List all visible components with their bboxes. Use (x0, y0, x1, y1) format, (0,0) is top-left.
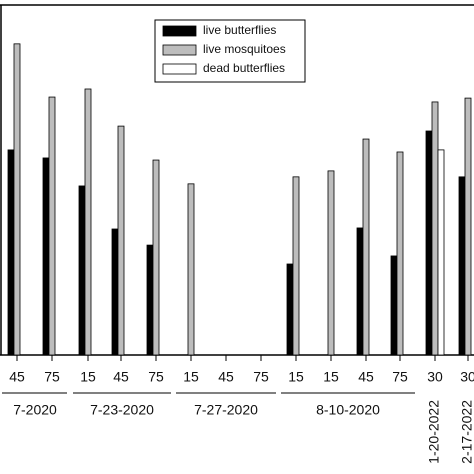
bar (292, 176, 300, 356)
x-tick-label: 45 (358, 369, 374, 385)
bar (42, 157, 50, 356)
x-tick-label: 30 (427, 369, 443, 385)
bar (111, 228, 119, 356)
bar (356, 227, 364, 356)
group-label: 7-2020 (13, 402, 57, 418)
bar (7, 149, 15, 356)
legend-label: dead butterflies (203, 61, 285, 75)
x-tick-label: 75 (44, 369, 60, 385)
group-label: 7-23-2020 (90, 402, 154, 418)
group-label: 8-10-2020 (316, 402, 380, 418)
bar (396, 151, 404, 356)
bar (152, 159, 160, 356)
bar (286, 263, 294, 356)
bar (117, 125, 125, 356)
bar (48, 96, 56, 356)
x-tick-label: 75 (392, 369, 408, 385)
x-tick-label: 75 (148, 369, 164, 385)
x-tick-label: 45 (218, 369, 234, 385)
bar (78, 185, 86, 356)
bar (390, 255, 398, 356)
bar (362, 138, 370, 356)
legend-swatch (162, 44, 197, 56)
x-tick-label: 45 (113, 369, 129, 385)
legend-swatch (162, 25, 197, 37)
legend-swatch (162, 63, 197, 75)
x-tick-label: 15 (80, 369, 96, 385)
bar (146, 244, 154, 356)
bar (431, 101, 439, 356)
bar (187, 183, 195, 356)
bar (13, 43, 21, 356)
bar (425, 130, 433, 356)
x-tick-label: 15 (323, 369, 339, 385)
bar (464, 97, 472, 356)
x-tick-label: 15 (288, 369, 304, 385)
x-tick-label: 15 (183, 369, 199, 385)
legend-label: live mosquitoes (203, 42, 286, 56)
group-label: 2-17-2022 (459, 400, 474, 464)
bar (84, 88, 92, 356)
bar (437, 149, 445, 356)
bar (327, 170, 335, 356)
bar (458, 176, 466, 356)
x-tick-label: 45 (9, 369, 25, 385)
x-tick-label: 75 (253, 369, 269, 385)
x-tick-label: 30 (460, 369, 474, 385)
group-label: 7-27-2020 (194, 402, 258, 418)
legend-label: live butterflies (203, 23, 276, 37)
group-label: 1-20-2022 (426, 400, 442, 464)
